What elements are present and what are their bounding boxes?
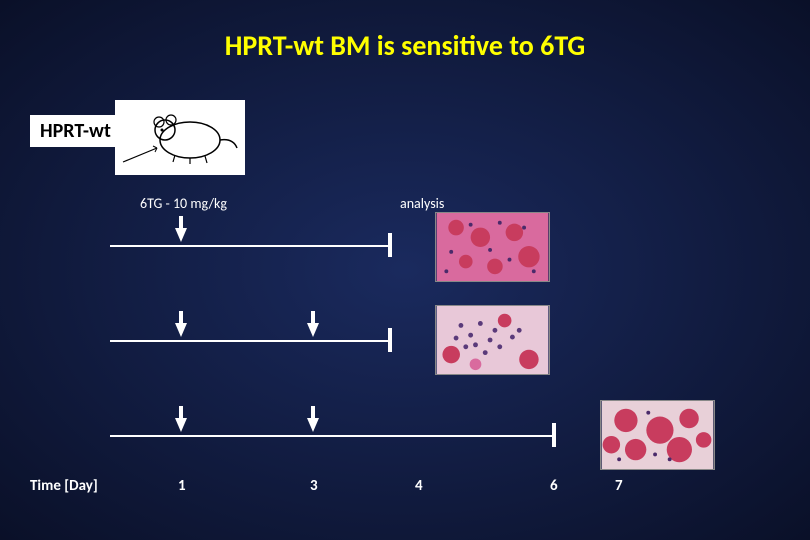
histology-day4 [435,212,550,282]
day-label-3: 3 [310,477,318,495]
timeline-2 [110,340,390,342]
arrow-day3-t3-head [307,418,319,432]
day-label-4: 4 [415,477,423,495]
analysis-label: analysis [400,195,444,212]
day-label-7: 7 [615,477,623,495]
slide-title: HPRT-wt BM is sensitive to 6TG [225,28,586,63]
day-label-6: 6 [550,477,558,495]
time-axis-label: Time [Day] [30,477,98,495]
endtick-t2 [388,328,392,352]
arrow-day1-t2 [179,311,183,323]
arrow-day1-t1 [179,216,183,228]
endtick-t3 [552,423,556,447]
arrow-day3-t2 [311,311,315,323]
mouse-icon [115,100,245,175]
arrow-day1-t2-head [175,323,187,337]
arrow-day1-t1-head [175,228,187,242]
day-label-1: 1 [178,477,186,495]
mouse-illustration [115,100,245,175]
endtick-t1 [388,233,392,257]
histology-day4-lower [435,305,550,375]
genotype-label: HPRT-wt [30,115,121,147]
histology-day7 [600,400,715,470]
timeline-1 [110,245,390,247]
arrow-day3-t2-head [307,323,319,337]
arrow-day1-t3 [179,406,183,418]
arrow-day3-t3 [311,406,315,418]
arrow-day1-t3-head [175,418,187,432]
dose-label: 6TG - 10 mg/kg [140,195,227,212]
timeline-3 [110,435,554,437]
